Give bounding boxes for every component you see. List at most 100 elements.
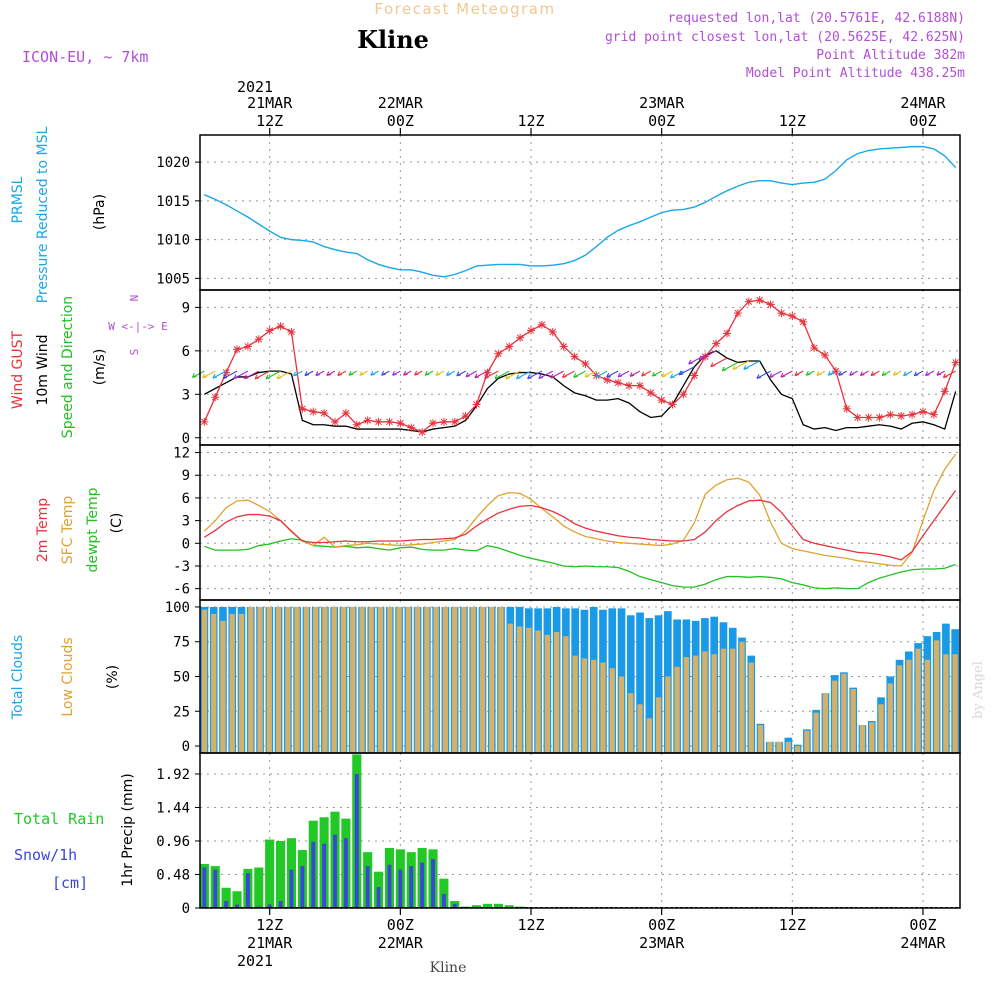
gust-marker — [472, 400, 481, 409]
y-tick-label: 9 — [182, 468, 190, 484]
gust-marker — [298, 404, 307, 413]
snow-bar — [245, 873, 250, 908]
y-tick-label: 100 — [165, 600, 190, 616]
low-cloud-bar — [442, 606, 449, 753]
wind-arrow — [721, 361, 739, 372]
gust-marker — [233, 345, 242, 354]
gust-marker — [439, 417, 448, 426]
temperature-panel: -6 -3 0 3 6 9 12 — [173, 445, 960, 600]
gust-marker — [777, 309, 786, 318]
low-cloud-bar — [683, 657, 690, 753]
pressure-line — [204, 145, 957, 278]
rain-bar — [232, 891, 242, 908]
low-cloud-bar — [591, 659, 597, 753]
wind-arrow-head — [191, 373, 197, 378]
low-cloud-bar — [572, 655, 578, 753]
y-tick-label: 1020 — [156, 155, 190, 171]
bottom-time-hour: 12Z — [779, 916, 806, 934]
wind-arrow-head — [721, 366, 727, 372]
rain-bar — [254, 867, 264, 908]
gust-marker — [897, 412, 906, 421]
pressure-panel: 1005 1010 1015 1020 — [156, 135, 960, 290]
low-cloud-bar — [266, 606, 272, 753]
low-cloud-bar — [507, 623, 513, 753]
low-cloud-bar — [396, 606, 402, 753]
gust-marker — [385, 417, 394, 426]
gust-marker — [788, 312, 797, 321]
y-tick-label: 1.44 — [156, 800, 190, 816]
temp-unit: (C) — [109, 513, 125, 534]
bottom-time-date: 21MAR — [247, 934, 293, 952]
wind-arrow-head — [326, 371, 331, 376]
gust-marker — [363, 416, 372, 425]
y-tick-label: 0 — [182, 739, 190, 755]
low-cloud-bar — [822, 693, 829, 753]
y-tick-label: 6 — [182, 491, 190, 507]
wind-arrow — [202, 370, 216, 379]
wind-arrow-head — [484, 374, 489, 379]
gust-marker — [418, 427, 427, 436]
gust-marker — [646, 388, 655, 397]
total-cloud-bar — [636, 612, 644, 753]
y-tick-label: 1.92 — [156, 767, 190, 783]
low-cloud-bar — [452, 606, 458, 753]
gust-marker — [799, 317, 808, 326]
low-cloud-bar — [238, 613, 245, 753]
y-tick-label: 75 — [173, 635, 190, 651]
low-cloud-bar — [479, 606, 486, 753]
top-time-hour: 12Z — [256, 112, 283, 130]
top-time-hour: 00Z — [909, 112, 936, 130]
gust-marker — [755, 296, 764, 305]
low-cloud-bar — [285, 606, 291, 753]
wind-arrow-head — [838, 371, 843, 376]
compass-south: S — [128, 349, 141, 356]
bottom-time-date: 24MAR — [900, 934, 946, 952]
gust-marker — [657, 396, 666, 405]
low-cloud-bar — [387, 606, 393, 753]
wind-arrow — [710, 357, 728, 368]
gust-marker — [733, 309, 742, 318]
cloud-unit: (%) — [105, 665, 121, 689]
precip-unit: 1hr Precip (mm) — [120, 773, 136, 886]
snow-bar — [322, 843, 327, 908]
gust-marker — [581, 359, 590, 368]
gust-marker — [744, 297, 753, 306]
wind-arrow — [484, 370, 499, 379]
gust-marker — [712, 339, 721, 348]
gust-marker — [635, 381, 644, 390]
wind-arrow-head — [222, 374, 228, 380]
t2m-label: 2m Temp — [35, 498, 51, 562]
low-cloud-bar — [924, 659, 930, 753]
y-tick-label: 25 — [173, 704, 190, 720]
wind-dir-label: Speed and Direction — [60, 296, 76, 438]
watermark: by Angel — [971, 661, 986, 719]
low-cloud-bar — [201, 609, 208, 753]
y-tick-label: 1005 — [156, 271, 190, 287]
gust-marker — [265, 326, 274, 335]
bottom-time-hour: 12Z — [517, 916, 544, 934]
rain-bar — [439, 878, 449, 908]
low-cloud-bar — [767, 741, 773, 753]
gust-marker — [243, 342, 252, 351]
gust-marker — [668, 400, 677, 409]
wind-labels: Wind GUST 10m Wind Speed and Direction (… — [10, 295, 168, 439]
pressure-labels: PRMSL Pressure Reduced to MSL (hPa) — [10, 126, 108, 303]
y-tick-label: 12 — [173, 446, 190, 462]
wind-arrow-head — [678, 370, 684, 376]
low-cloud-bar — [211, 613, 217, 753]
low-cloud-bar — [294, 606, 300, 753]
top-time-date: 24MAR — [900, 94, 946, 112]
top-time-hour: 00Z — [648, 112, 675, 130]
gust-marker — [831, 367, 840, 376]
low-cloud-bar — [915, 648, 921, 753]
wind-10m-line — [204, 350, 957, 433]
wind-panel: 0 3 6 9 — [182, 290, 960, 447]
snow-bar — [213, 869, 218, 908]
gust-marker — [483, 368, 492, 377]
wind-arrow — [474, 370, 488, 379]
wind-arrow-head — [710, 362, 715, 368]
low-cloud-bar — [581, 658, 588, 753]
gust-marker — [527, 326, 536, 335]
wind-arrow-head — [936, 371, 942, 376]
